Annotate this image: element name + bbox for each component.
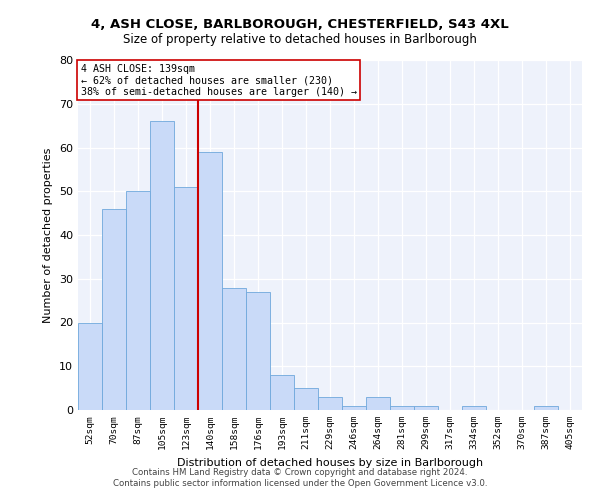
Bar: [534, 406, 558, 410]
Bar: [318, 397, 342, 410]
Bar: [150, 122, 174, 410]
Bar: [246, 292, 270, 410]
Bar: [462, 406, 486, 410]
Bar: [414, 406, 438, 410]
Bar: [270, 375, 294, 410]
Bar: [366, 397, 390, 410]
Bar: [342, 406, 366, 410]
Bar: [198, 152, 222, 410]
Bar: [78, 322, 102, 410]
Bar: [174, 187, 198, 410]
Text: Size of property relative to detached houses in Barlborough: Size of property relative to detached ho…: [123, 32, 477, 46]
X-axis label: Distribution of detached houses by size in Barlborough: Distribution of detached houses by size …: [177, 458, 483, 468]
Text: Contains HM Land Registry data © Crown copyright and database right 2024.
Contai: Contains HM Land Registry data © Crown c…: [113, 468, 487, 487]
Bar: [390, 406, 414, 410]
Text: 4, ASH CLOSE, BARLBOROUGH, CHESTERFIELD, S43 4XL: 4, ASH CLOSE, BARLBOROUGH, CHESTERFIELD,…: [91, 18, 509, 30]
Y-axis label: Number of detached properties: Number of detached properties: [43, 148, 53, 322]
Text: 4 ASH CLOSE: 139sqm
← 62% of detached houses are smaller (230)
38% of semi-detac: 4 ASH CLOSE: 139sqm ← 62% of detached ho…: [80, 64, 356, 96]
Bar: [222, 288, 246, 410]
Bar: [102, 209, 126, 410]
Bar: [126, 192, 150, 410]
Bar: [294, 388, 318, 410]
